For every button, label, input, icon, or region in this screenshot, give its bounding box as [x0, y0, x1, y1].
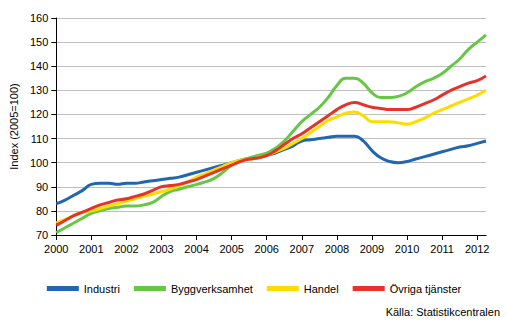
svg-text:Index (2005=100): Index (2005=100) — [8, 83, 20, 170]
svg-text:2011: 2011 — [430, 243, 454, 255]
svg-text:2006: 2006 — [254, 243, 278, 255]
svg-text:80: 80 — [36, 205, 48, 217]
svg-text:150: 150 — [30, 36, 48, 48]
svg-text:2002: 2002 — [114, 243, 138, 255]
svg-text:2000: 2000 — [44, 243, 68, 255]
svg-text:Källa: Statistikcentralen: Källa: Statistikcentralen — [386, 306, 500, 318]
svg-text:Byggverksamhet: Byggverksamhet — [171, 283, 253, 295]
svg-text:2010: 2010 — [395, 243, 419, 255]
svg-text:2004: 2004 — [184, 243, 208, 255]
svg-text:90: 90 — [36, 181, 48, 193]
svg-text:2009: 2009 — [360, 243, 384, 255]
svg-text:100: 100 — [30, 157, 48, 169]
svg-text:Handel: Handel — [304, 283, 339, 295]
svg-text:2003: 2003 — [149, 243, 173, 255]
svg-text:130: 130 — [30, 84, 48, 96]
svg-text:110: 110 — [31, 133, 49, 145]
svg-text:Övriga tjänster: Övriga tjänster — [390, 283, 462, 295]
svg-text:160: 160 — [30, 12, 48, 24]
svg-text:2005: 2005 — [219, 243, 243, 255]
svg-text:2007: 2007 — [290, 243, 314, 255]
svg-text:2012: 2012 — [465, 243, 489, 255]
svg-text:2008: 2008 — [325, 243, 349, 255]
svg-text:70: 70 — [36, 229, 48, 241]
svg-text:120: 120 — [30, 108, 48, 120]
svg-text:140: 140 — [30, 60, 48, 72]
svg-text:Industri: Industri — [84, 283, 120, 295]
svg-text:2001: 2001 — [79, 243, 103, 255]
